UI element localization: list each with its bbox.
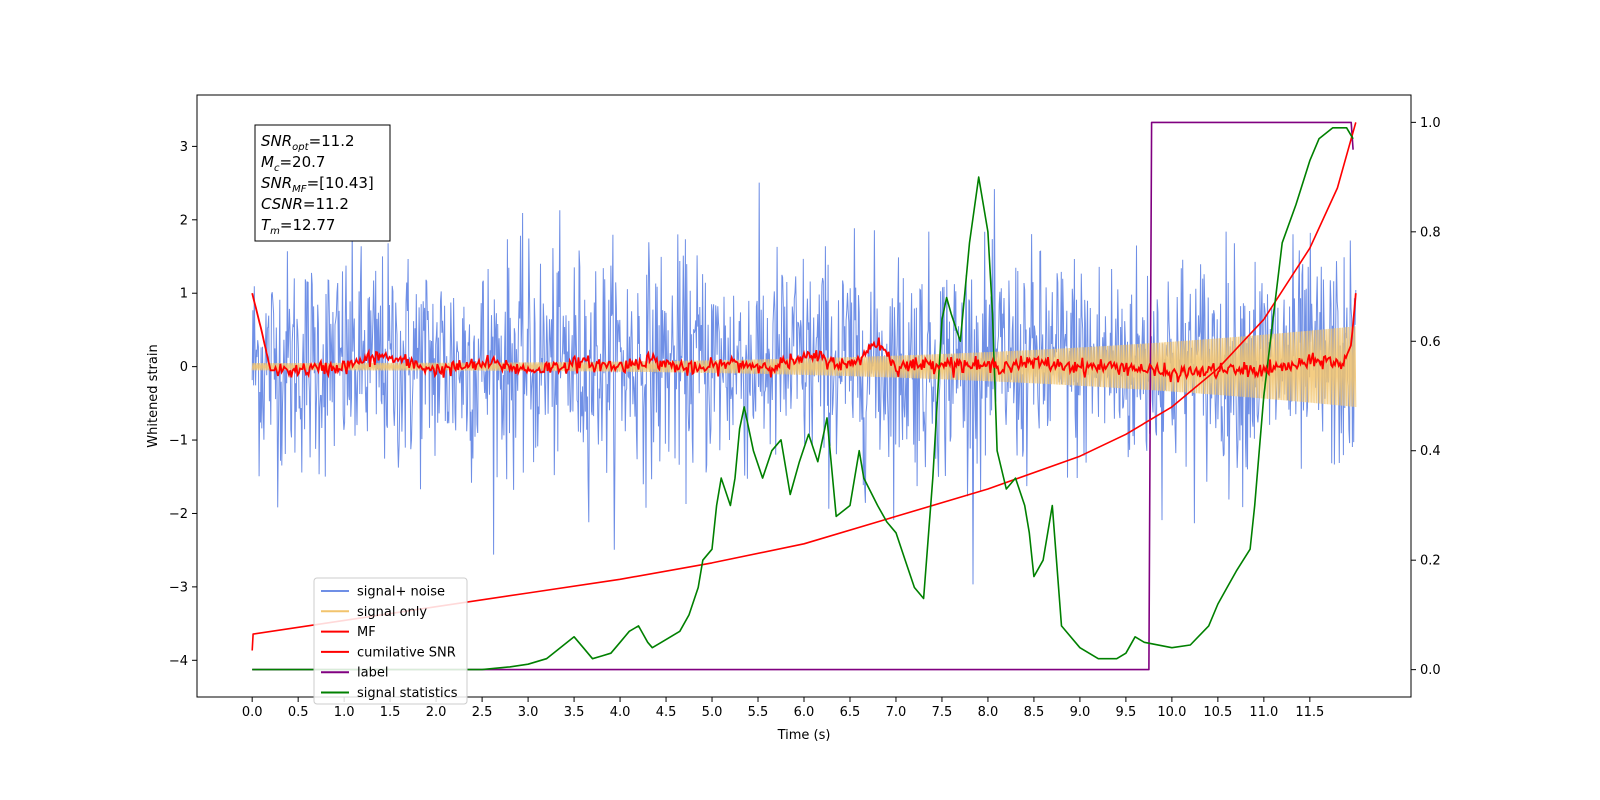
x-axis-label: Time (s) [777,728,831,743]
legend-label: cumilative SNR [357,645,456,660]
x-tick-label: 4.5 [656,705,677,720]
series-signal-statistics-line [252,127,1354,671]
x-tick-label: 2.0 [426,705,447,720]
x-tick-label: 8.5 [1024,705,1045,720]
x-tick-label: 10.5 [1203,705,1232,720]
annotation-line: Mc=20.7 [261,153,325,174]
x-tick-label: 1.5 [380,705,401,720]
x-tick-label: 1.0 [334,705,355,720]
annotation-line: SNRMF=[10.43] [261,174,374,195]
y-right-tick-label: 0.0 [1420,663,1441,678]
x-tick-label: 3.0 [518,705,539,720]
y-left-tick-label: 3 [180,140,188,155]
x-axis: 0.0 0.5 1.0 1.5 2.0 2.5 3.0 3.5 4.0 4.5 5.0 5.5 6.0 6… [242,697,1324,720]
x-tick-label: 11.5 [1295,705,1324,720]
x-tick-label: 11.0 [1249,705,1278,720]
y-left-tick-label: −3 [169,580,188,595]
x-tick-label: 6.5 [840,705,861,720]
y-left-tick-label: −1 [169,434,188,449]
x-tick-label: 6.0 [794,705,815,720]
legend-label: signal+ noise [357,585,445,600]
x-tick-label: 8.0 [978,705,999,720]
x-tick-label: 4.0 [610,705,631,720]
y-right-tick-label: 1.0 [1420,116,1441,131]
annotation-line: CSNR=11.2 [261,195,349,213]
y-axis-right: 1.0 0.8 0.6 0.4 0.2 0.0 [1411,116,1441,678]
y-left-tick-label: −4 [169,654,188,669]
y-left-tick-label: 1 [180,287,188,302]
x-tick-label: 5.0 [702,705,723,720]
x-tick-label: 0.0 [242,705,263,720]
x-tick-label: 7.5 [932,705,953,720]
y-right-tick-label: 0.6 [1420,335,1441,350]
y-axis-label: Whitened strain [146,344,161,447]
x-tick-label: 9.5 [1116,705,1137,720]
annotation-line: SNRopt=11.2 [261,132,355,153]
series-signal-only-line [251,326,1357,408]
series-mf-line [251,292,1357,383]
legend-label: signal only [357,605,427,620]
x-tick-label: 9.0 [1070,705,1091,720]
stats-annotation-box: SNRopt=11.2Mc=20.7SNRMF=[10.43]CSNR=11.2… [254,124,391,242]
series-signal-noise-line [251,182,1357,585]
x-tick-label: 5.5 [748,705,769,720]
y-axis-left: 3 2 1 0 −1 −2 −3 −4 [169,140,197,669]
x-tick-label: 10.0 [1157,705,1186,720]
y-left-tick-label: −2 [169,507,188,522]
x-tick-label: 2.5 [472,705,493,720]
series-label-line [252,121,1354,671]
x-tick-label: 3.5 [564,705,585,720]
x-tick-label: 7.0 [886,705,907,720]
legend-label: signal statistics [357,686,458,701]
legend: signal+ noise signal only MF cumilative SNR… [313,577,468,705]
x-tick-label: 0.5 [288,705,309,720]
y-right-tick-label: 0.8 [1420,225,1441,240]
y-right-tick-label: 0.4 [1420,444,1441,459]
legend-label: MF [357,625,376,640]
y-right-tick-label: 0.2 [1420,554,1441,569]
y-left-tick-label: 2 [180,213,188,228]
y-left-tick-label: 0 [180,360,188,375]
legend-frame [313,577,468,705]
annotation-frame [254,124,391,242]
annotation-line: Tm=12.77 [261,216,335,237]
legend-label: label [357,666,388,681]
